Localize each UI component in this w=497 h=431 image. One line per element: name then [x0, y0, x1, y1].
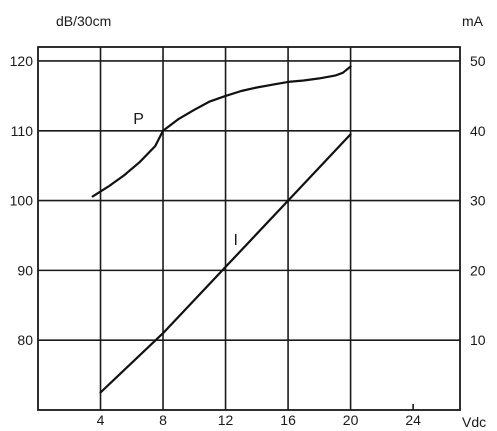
x-tick-label: 4: [97, 412, 105, 428]
tick-labels: 4 8 12 16 20 24 80 90 100 110 120 10 20 30 40 50: [10, 53, 486, 428]
plot-frame: [37, 46, 461, 411]
left-tick-label: 120: [10, 53, 34, 69]
x-tick-label: 8: [159, 412, 167, 428]
left-tick-label: 80: [17, 332, 33, 348]
x-tick-label: 12: [218, 412, 234, 428]
left-tick-label: 100: [10, 193, 34, 209]
right-tick-label: 50: [470, 53, 486, 69]
series-label-p: P: [133, 111, 144, 128]
left-tick-label: 90: [17, 262, 33, 278]
series-line-i: [99, 133, 352, 394]
right-tick-label: 30: [470, 193, 486, 209]
right-axis-unit: mA: [462, 13, 484, 29]
series-label-i: I: [234, 232, 238, 249]
series-line-p: [91, 65, 352, 198]
right-tick-label: 20: [470, 262, 486, 278]
right-tick-label: 10: [470, 332, 486, 348]
right-tick-label: 40: [470, 123, 486, 139]
x-tick-label: 20: [343, 412, 359, 428]
left-axis-unit: dB/30cm: [56, 13, 111, 29]
x-axis-unit: Vdc: [462, 414, 486, 430]
series-layer: PI: [91, 65, 352, 394]
left-tick-label: 110: [11, 123, 34, 139]
x-tick-label: 24: [405, 412, 421, 428]
x-tick-label: 16: [280, 412, 296, 428]
grid-lines: [38, 47, 460, 410]
